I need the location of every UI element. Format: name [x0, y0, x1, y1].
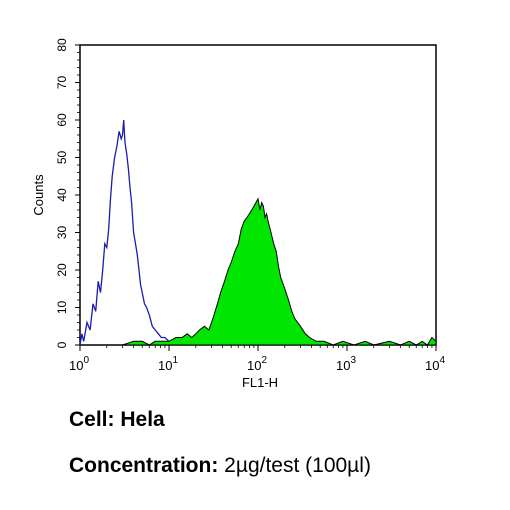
histogram-chart: 0 10 20 30 40 50 60 70 80 100 101 102 103 104 Counts… [31, 38, 445, 390]
y-tick-label: 20 [55, 263, 69, 277]
cell-label: Cell: [69, 408, 115, 431]
y-tick-label: 30 [55, 226, 69, 240]
series-1-filled-histogram [122, 197, 437, 346]
y-tick-label: 0 [55, 341, 69, 348]
x-tick-label: 101 [158, 355, 178, 373]
x-axis-title: FL1-H [242, 375, 278, 390]
x-tick-label: 103 [336, 355, 356, 373]
cell-caption: Cell: Hela [69, 408, 165, 432]
concentration-label: Concentration: [69, 454, 219, 477]
y-tick-label: 80 [55, 38, 69, 52]
series-0-outline-histogram [79, 119, 177, 346]
y-tick-label: 10 [55, 301, 69, 315]
y-axis-title: Counts [31, 174, 46, 216]
y-tick-label: 40 [55, 188, 69, 202]
x-tick-label: 100 [69, 355, 89, 373]
series-layer [79, 119, 437, 346]
y-tick-label: 50 [55, 151, 69, 165]
y-tick-label: 70 [55, 76, 69, 90]
concentration-caption: Concentration: 2µg/test (100µl) [69, 454, 371, 478]
x-axis: 100 101 102 103 104 [69, 345, 445, 373]
y-tick-label: 60 [55, 113, 69, 127]
x-tick-label: 102 [247, 355, 267, 373]
x-tick-label: 104 [425, 355, 445, 373]
cell-value: Hela [120, 408, 165, 431]
concentration-value: 2µg/test (100µl) [224, 454, 371, 477]
y-axis: 0 10 20 30 40 50 60 70 80 [55, 38, 80, 348]
